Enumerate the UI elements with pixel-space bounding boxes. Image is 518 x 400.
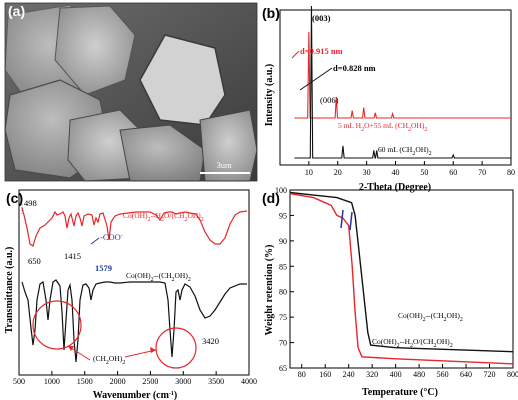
x-tick-label: 1000: [44, 377, 60, 386]
panel-a-frame: [4, 2, 258, 182]
ethylene-glycol-label: (CH2OH)2: [93, 354, 125, 366]
x-tick-label: 160: [319, 370, 331, 379]
x-tick-label: 80: [507, 168, 515, 177]
x-tick-label: 50: [420, 168, 428, 177]
ir-band-498: 498: [24, 198, 37, 208]
y-tick-label: 100: [275, 186, 287, 195]
panel-b: (b) Intensity (a.u.) 10 20 30 40 50 60 70 80 2-…: [262, 5, 515, 193]
series-line-d: [289, 191, 514, 353]
series-label-b-red: 5 mL H2O+55 mL (CH2OH)2: [338, 121, 427, 133]
pointer-arrowhead-left: [68, 346, 74, 351]
x-tick-label: 4000: [241, 377, 257, 386]
x-ticks-c: 500 1000 1500 2000 2500 3000 3500 4000: [13, 371, 257, 386]
plot-frame-b: [279, 9, 512, 166]
x-ticks-b: 10 20 30 40 50 60 70 80: [305, 161, 515, 177]
x-tick-label: 240: [343, 370, 355, 379]
series-line-c-red: [21, 207, 248, 247]
x-tick-label: 400: [390, 370, 402, 379]
sem-platelet: [119, 124, 206, 182]
y-tick-label: 80: [279, 288, 287, 297]
series-line-c-black: [21, 279, 247, 363]
x-axis-title-b: 2-Theta (Degree): [359, 182, 431, 193]
y-axis-title-b: Intensity (a.u.): [264, 64, 275, 127]
sem-platelet: [199, 109, 258, 182]
y-tick-label: 85: [279, 262, 287, 271]
x-tick-label: 60: [449, 168, 457, 177]
y-tick-label: 65: [279, 364, 287, 373]
y-tick-label: 75: [279, 313, 287, 322]
series-group-b: [294, 5, 511, 159]
highlight-circle-left: [32, 300, 82, 350]
x-tick-label: 3000: [175, 377, 191, 386]
x-axis-title-d: Temperature (°C): [362, 387, 438, 398]
series-label-d-black: Co(OH)2--(CH2OH)2: [398, 311, 463, 323]
pointer-arrowhead-right: [150, 347, 156, 353]
x-tick-label: 80: [298, 370, 306, 379]
x-axis-title-c: Wavenumber (cm-1): [93, 390, 178, 400]
panel-label-d: (d): [262, 190, 280, 206]
panel-a: 3um (a): [4, 2, 258, 182]
series-line-b: [294, 31, 511, 119]
series-label-c-black: Co(OH)2--(CH2OH)2: [126, 271, 191, 283]
x-tick-label: 1500: [77, 377, 93, 386]
ir-band-650: 650: [28, 256, 41, 266]
series-label-c-red: Co(OH)2--H2O/(CH2OH)2: [123, 211, 204, 223]
panel-c: (c) Transmittance (a.u.) 500 1000 1500 2000…: [4, 189, 257, 400]
x-tick-label: 20: [334, 168, 342, 177]
x-tick-label: 500: [13, 377, 25, 386]
x-tick-label: 3500: [208, 377, 224, 386]
panel-label-a: (a): [8, 3, 25, 19]
highlight-circle-right: [155, 327, 197, 369]
d-spacing-red-label: d=0.915 nm: [300, 46, 343, 56]
y-tick-label: 90: [279, 237, 287, 246]
panel-d: (d) Weight retention (%) 80 160 240 320 400 4…: [262, 186, 518, 398]
transition-marker-1: [340, 209, 344, 229]
y-tick-label: 95: [279, 211, 287, 220]
scale-bar-label: 3um: [216, 160, 232, 170]
x-tick-label: 70: [478, 168, 486, 177]
x-tick-label: 800: [507, 370, 518, 379]
panel-label-b: (b): [262, 5, 280, 21]
panel-label-c: (c): [6, 190, 23, 206]
transition-marker-2: [349, 211, 353, 231]
y-axis-title-d: Weight retention (%): [264, 245, 275, 336]
ir-band-1415: 1415: [64, 251, 81, 261]
x-tick-label: 10: [305, 168, 313, 177]
sem-platelet: [54, 5, 136, 96]
peak-003-label: (003): [312, 13, 331, 23]
x-tick-label: 640: [460, 370, 472, 379]
series-line-b: [294, 5, 511, 159]
series-line-d: [289, 192, 514, 365]
x-tick-label: 2000: [110, 377, 126, 386]
plot-frame-c: [18, 189, 250, 376]
x-tick-label: 40: [392, 168, 400, 177]
d-spacing-black-arrow: [299, 67, 333, 91]
x-tick-label: 320: [366, 370, 378, 379]
d-spacing-black-label: d=0.828 nm: [333, 63, 376, 73]
peak-006-label: (006): [320, 95, 339, 105]
series-label-b-black: 60 mL (CH2OH)2: [378, 145, 432, 157]
carboxylate-label: -COO-: [100, 232, 123, 242]
series-group-d: [289, 191, 514, 365]
ir-band-3420: 3420: [202, 336, 219, 346]
x-tick-label: 480: [413, 370, 425, 379]
y-tick-label: 70: [279, 339, 287, 348]
ticks-d: 80 160 240 320 400 480 560 640 720 800 65 70 75 80 85 9…: [275, 186, 518, 379]
x-tick-label: 560: [437, 370, 449, 379]
ir-band-1579: 1579: [95, 263, 112, 273]
y-axis-title-c: Transmittance (a.u.): [4, 247, 15, 334]
x-tick-label: 720: [484, 370, 496, 379]
carboxylate-arrow: [90, 237, 100, 245]
x-tick-label: 2500: [142, 377, 158, 386]
plot-frame-d: [289, 189, 514, 369]
d-spacing-red-arrow: [291, 50, 300, 59]
x-tick-label: 30: [363, 168, 371, 177]
